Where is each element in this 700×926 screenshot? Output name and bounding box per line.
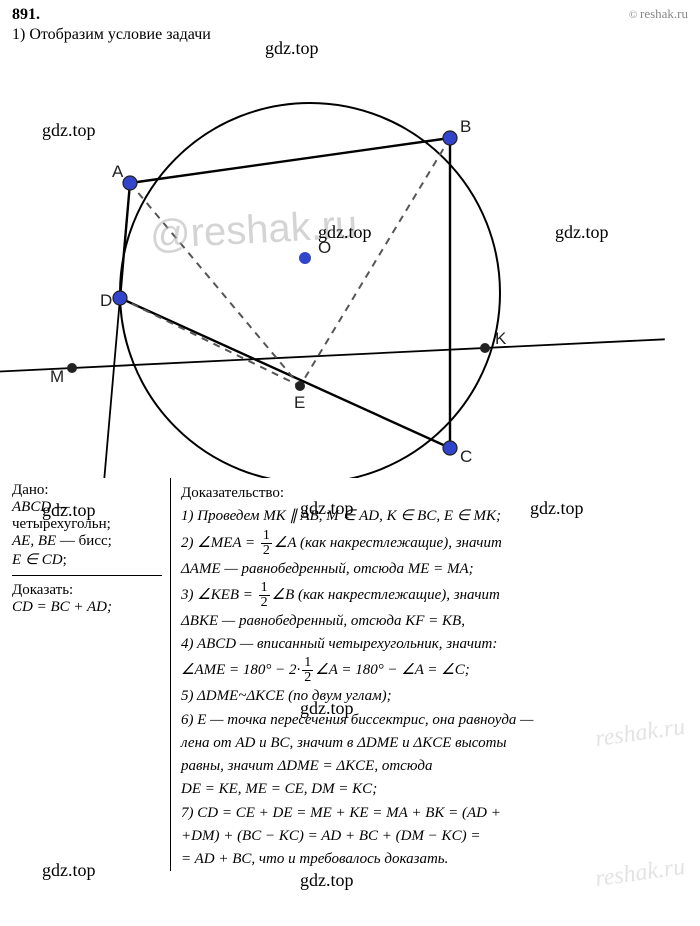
proof-line: равны, значит ΔDME = ΔKCE, отсюда [181,755,688,778]
proof-line: 5) ΔDME~ΔKCE (по двум углам); [181,685,688,708]
svg-text:B: B [460,117,471,136]
svg-text:M: M [50,367,64,386]
proof-line: 3) ∠KEB = 12∠B (как накрестлежащие), зна… [181,581,688,610]
proof-line: ΔAME — равнобедренный, отсюда ME = MA; [181,558,688,581]
step-one: 1) Отобразим условие задачи [0,26,700,48]
proof-line: 1) Проведем MK ∥ AB, M ∈ AD, K ∈ BC, E ∈… [181,505,688,528]
proof-line: ∠AME = 180° − 2·12∠A = 180° − ∠A = ∠C; [181,656,688,685]
svg-text:A: A [112,162,124,181]
given-line: ABCD — [12,499,162,516]
svg-text:K: K [495,329,507,348]
proof-line: лена от AD и BC, значит в ΔDME и ΔKCE вы… [181,732,688,755]
proof-table: Дано: ABCD — четырехугольн; AE, BE — бис… [0,478,700,871]
proof-line: DE = KE, ME = CE, DM = KC; [181,778,688,801]
proof-line: 7) CD = CE + DE = ME + KE = MA + BK = (A… [181,802,688,825]
proof-line: ΔBKE — равнобедренный, отсюда KF = KB, [181,610,688,633]
proof-line: +DM) + (BC − KC) = AD + BC + (DM − KC) = [181,825,688,848]
proof-title: Доказательство: [181,482,688,505]
prove-line: CD = BC + AD; [12,599,162,616]
watermark-gdz: gdz.top [300,870,354,891]
svg-text:D: D [100,291,112,310]
svg-text:C: C [460,447,472,466]
proof-line: = AD + BC, что и требовалось доказать. [181,848,688,871]
problem-number: 891. [12,6,40,24]
geometry-diagram: OABCDEKM @reshak.ru [0,48,700,478]
given-line: E ∈ CD; [12,550,162,569]
given-line: четырехугольн; [12,516,162,533]
given-title: Дано: [12,482,162,499]
site-label: reshak.ru [629,6,688,24]
svg-text:O: O [318,238,331,257]
given-line: AE, BE — бисс; [12,533,162,550]
given-column: Дано: ABCD — четырехугольн; AE, BE — бис… [12,478,171,871]
proof-column: Доказательство: 1) Проведем MK ∥ AB, M ∈… [171,478,688,871]
prove-title: Доказать: [12,582,162,599]
svg-text:E: E [294,393,305,412]
divider [12,575,162,576]
proof-line: 4) ABCD — вписанный четырехугольник, зна… [181,633,688,656]
proof-line: 6) E — точка пересечения биссектрис, она… [181,709,688,732]
proof-line: 2) ∠MEA = 12∠A (как накрестлежащие), зна… [181,529,688,558]
